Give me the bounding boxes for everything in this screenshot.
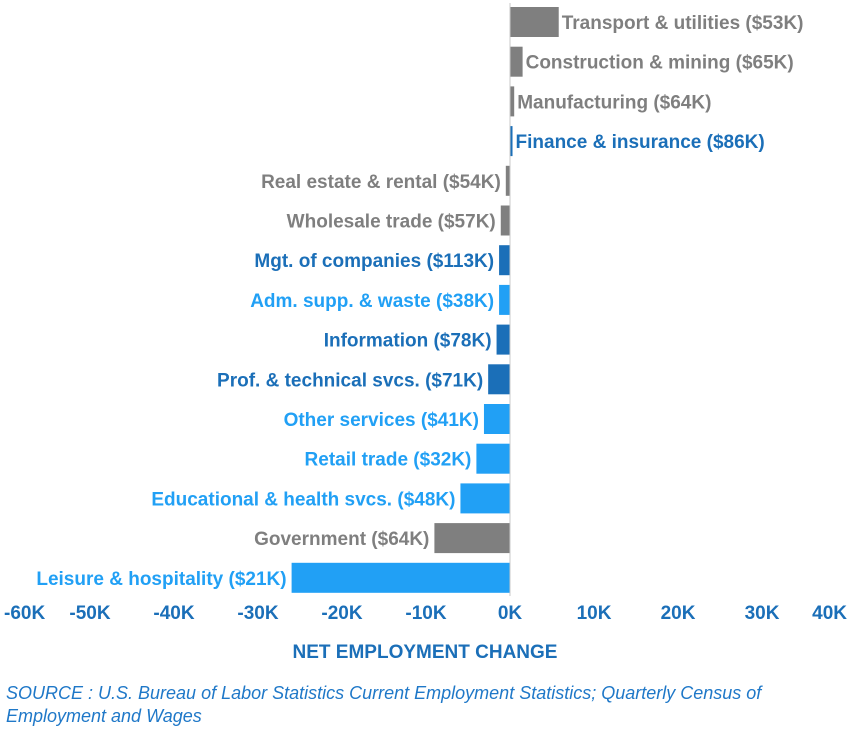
bar-label: Mgt. of companies ($113K) [254, 251, 494, 272]
x-tick-label: -20K [321, 603, 362, 624]
x-tick-label: -60K [4, 603, 45, 624]
bar-label: Construction & mining ($65K) [526, 53, 794, 74]
x-tick-label: -50K [69, 603, 110, 624]
bar [460, 483, 510, 514]
bar-label: Prof. & technical svcs. ($71K) [217, 370, 483, 391]
bar [476, 443, 510, 474]
x-tick-label: 40K [812, 603, 847, 624]
bar-label: Manufacturing ($64K) [517, 92, 711, 113]
x-tick-label: -40K [153, 603, 194, 624]
bar [499, 245, 510, 276]
x-tick-label: 20K [661, 603, 696, 624]
bar [510, 7, 559, 37]
bar-label: Retail trade ($32K) [305, 450, 472, 471]
x-tick-label: -30K [237, 603, 278, 624]
x-tick-label: 10K [577, 603, 612, 624]
bar-label: Information ($78K) [324, 331, 492, 352]
bar-chart: Transport & utilities ($53K) Construction… [4, 3, 847, 624]
bar [291, 562, 510, 593]
x-axis-title: NET EMPLOYMENT CHANGE [292, 642, 558, 663]
x-tick-label: 30K [745, 603, 780, 624]
bar [434, 523, 510, 554]
bar [488, 364, 510, 395]
bar [500, 205, 510, 236]
x-tick-label: 0K [498, 603, 523, 624]
bar [510, 86, 515, 117]
x-tick-label: -10K [405, 603, 446, 624]
source-note: SOURCE : U.S. Bureau of Labor Statistics… [6, 683, 762, 726]
bar-label: Educational & health svcs. ($48K) [151, 489, 455, 510]
bar-label: Transport & utilities ($53K) [562, 13, 804, 34]
bar-label: Wholesale trade ($57K) [287, 212, 496, 233]
bar-label: Government ($64K) [254, 529, 429, 550]
bar-label: Leisure & hospitality ($21K) [36, 569, 286, 590]
bar-label: Real estate & rental ($54K) [261, 172, 501, 193]
bar-label: Adm. supp. & waste ($38K) [250, 291, 494, 312]
bar [496, 324, 510, 355]
bar [510, 46, 523, 77]
bar-label: Finance & insurance ($86K) [516, 132, 765, 153]
bar [499, 284, 510, 315]
bar [510, 126, 513, 157]
bar [483, 404, 510, 434]
bar [505, 165, 510, 196]
bar-label: Other services ($41K) [284, 410, 479, 431]
